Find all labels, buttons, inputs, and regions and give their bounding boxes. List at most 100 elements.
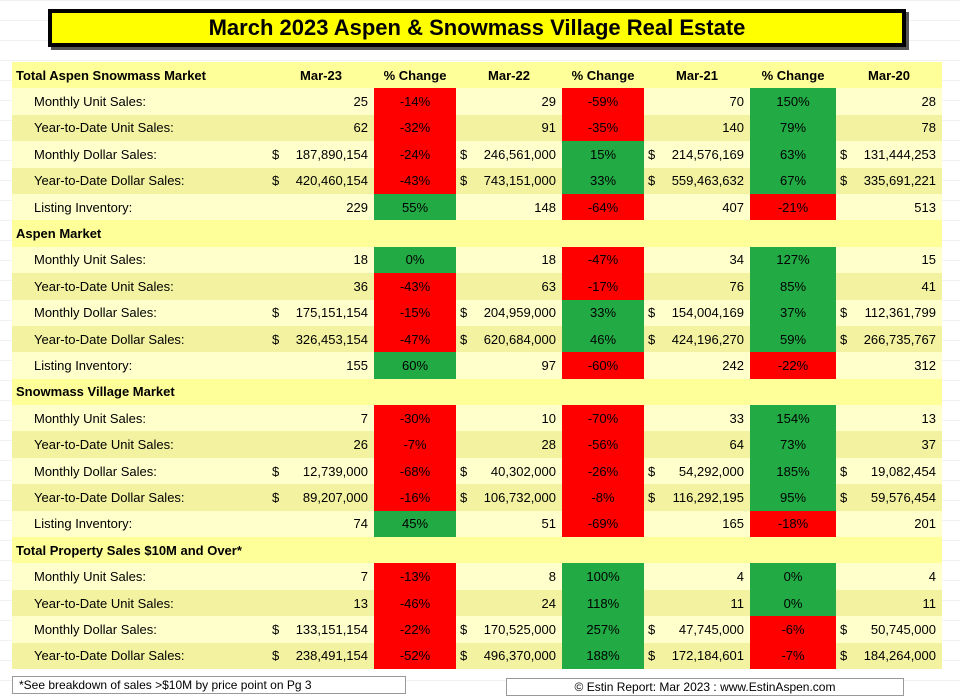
- table-row: Monthly Dollar Sales: $133,151,154 -22% $17…: [12, 616, 942, 643]
- value-cell: 201: [836, 510, 942, 538]
- value-cell: 165: [644, 510, 750, 538]
- percent-change-cell: -35%: [562, 114, 644, 142]
- percent-change-cell: 0%: [374, 246, 456, 274]
- percent-change-cell: -46%: [374, 589, 456, 617]
- row-label: Year-to-Date Dollar Sales:: [12, 642, 268, 669]
- currency-symbol: $: [840, 173, 848, 189]
- section-title: Aspen Market: [12, 220, 268, 247]
- percent-change-cell: 154%: [750, 405, 836, 432]
- section-header-row: Total Property Sales $10M and Over*: [12, 537, 942, 564]
- value-cell: 51: [456, 510, 562, 538]
- percent-change-cell: 100%: [562, 563, 644, 590]
- dollar-value: 184,264,000: [863, 648, 936, 664]
- percent-change-cell: -17%: [562, 273, 644, 300]
- column-header: % Change: [750, 62, 836, 89]
- percent-change-cell: -22%: [750, 352, 836, 379]
- value-cell: $154,004,169: [644, 299, 750, 326]
- percent-change-cell: -32%: [374, 114, 456, 142]
- percent-change-cell: -52%: [374, 642, 456, 669]
- value-cell: $40,302,000: [456, 457, 562, 485]
- currency-symbol: $: [460, 305, 468, 321]
- table-row: Year-to-Date Unit Sales: 26 -7% 28 -56% 64 73%…: [12, 431, 942, 458]
- percent-change-cell: 67%: [750, 167, 836, 194]
- percent-change-cell: 60%: [374, 352, 456, 379]
- section-title: Snowmass Village Market: [12, 378, 268, 406]
- value-cell: 513: [836, 193, 942, 221]
- value-cell: 13: [836, 405, 942, 432]
- column-header: % Change: [562, 62, 644, 89]
- value-cell: 33: [644, 405, 750, 432]
- value-cell: $89,207,000: [268, 484, 374, 511]
- dollar-value: 214,576,169: [671, 146, 744, 162]
- value-cell: 97: [456, 352, 562, 379]
- value-cell: 8: [456, 563, 562, 590]
- table-row: Year-to-Date Dollar Sales: $326,453,154 -4…: [12, 325, 942, 353]
- value-cell: 63: [456, 273, 562, 300]
- currency-symbol: $: [840, 146, 848, 162]
- value-cell: 140: [644, 114, 750, 142]
- table-row: Year-to-Date Unit Sales: 13 -46% 24 118% 11 0%…: [12, 589, 942, 617]
- percent-change-cell: -13%: [374, 563, 456, 590]
- percent-change-cell: 55%: [374, 193, 456, 221]
- dollar-value: 175,151,154: [295, 305, 368, 321]
- table-row: Year-to-Date Unit Sales: 62 -32% 91 -35% 140 7…: [12, 114, 942, 142]
- value-cell: 64: [644, 431, 750, 458]
- dollar-value: 116,292,195: [672, 489, 744, 505]
- value-cell: $620,684,000: [456, 325, 562, 353]
- value-cell: 34: [644, 246, 750, 274]
- percent-change-cell: -18%: [750, 510, 836, 538]
- percent-change-cell: 150%: [750, 88, 836, 115]
- value-cell: $335,691,221: [836, 167, 942, 194]
- percent-change-cell: -8%: [562, 484, 644, 511]
- row-label: Year-to-Date Unit Sales:: [12, 431, 268, 458]
- percent-change-cell: 45%: [374, 510, 456, 538]
- value-cell: $112,361,799: [836, 299, 942, 326]
- percent-change-cell: 118%: [562, 589, 644, 617]
- value-cell: $175,151,154: [268, 299, 374, 326]
- row-label: Listing Inventory:: [12, 352, 268, 379]
- dollar-value: 59,576,454: [870, 489, 936, 505]
- percent-change-cell: -70%: [562, 405, 644, 432]
- value-cell: 312: [836, 352, 942, 379]
- value-cell: 41: [836, 273, 942, 300]
- table-row: Year-to-Date Dollar Sales: $420,460,154 -4…: [12, 167, 942, 194]
- currency-symbol: $: [272, 305, 280, 321]
- dollar-value: 54,292,000: [678, 463, 744, 479]
- currency-symbol: $: [840, 621, 848, 637]
- table-body: Total Aspen Snowmass Market Mar-23% Chang…: [12, 62, 942, 669]
- currency-symbol: $: [460, 489, 468, 505]
- value-cell: 62: [268, 114, 374, 142]
- value-cell: $19,082,454: [836, 457, 942, 485]
- dollar-value: 19,082,454: [870, 463, 936, 479]
- section-header-row: Aspen Market: [12, 220, 942, 247]
- dollar-value: 112,361,799: [864, 305, 936, 321]
- percent-change-cell: 188%: [562, 642, 644, 669]
- dollar-value: 50,745,000: [870, 621, 936, 637]
- value-cell: $172,184,601: [644, 642, 750, 669]
- currency-symbol: $: [272, 648, 280, 664]
- currency-symbol: $: [272, 146, 280, 162]
- value-cell: 11: [836, 589, 942, 617]
- value-cell: 4: [836, 563, 942, 590]
- table-row: Monthly Unit Sales: 7 -13% 8 100% 4 0% 4: [12, 563, 942, 590]
- dollar-value: 496,370,000: [483, 648, 556, 664]
- percent-change-cell: 46%: [562, 325, 644, 353]
- dollar-value: 40,302,000: [490, 463, 556, 479]
- dollar-value: 424,196,270: [671, 331, 744, 347]
- value-cell: $133,151,154: [268, 616, 374, 643]
- dollar-value: 326,453,154: [295, 331, 368, 347]
- value-cell: 10: [456, 405, 562, 432]
- dollar-value: 187,890,154: [295, 146, 368, 162]
- table-row: Listing Inventory: 229 55% 148 -64% 407 -21% 51…: [12, 193, 942, 221]
- percent-change-cell: 95%: [750, 484, 836, 511]
- dollar-value: 172,184,601: [671, 648, 744, 664]
- currency-symbol: $: [460, 463, 468, 479]
- section-header-row: Total Aspen Snowmass Market Mar-23% Chang…: [12, 62, 942, 89]
- table-row: Monthly Dollar Sales: $175,151,154 -15% $20…: [12, 299, 942, 326]
- column-header: Mar-22: [456, 62, 562, 89]
- currency-symbol: $: [460, 146, 468, 162]
- row-label: Year-to-Date Dollar Sales:: [12, 484, 268, 511]
- row-label: Listing Inventory:: [12, 510, 268, 538]
- percent-change-cell: 33%: [562, 167, 644, 194]
- table-row: Year-to-Date Unit Sales: 36 -43% 63 -17% 76 85…: [12, 273, 942, 300]
